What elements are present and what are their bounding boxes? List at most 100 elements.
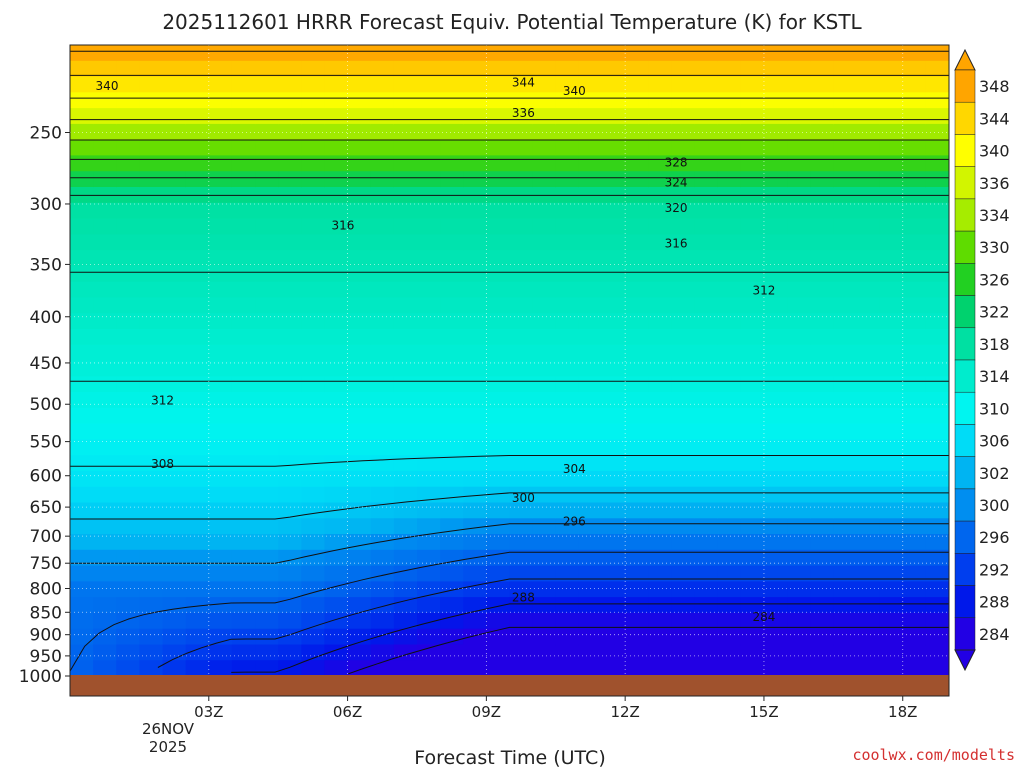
field-cell xyxy=(162,581,187,598)
field-cell xyxy=(578,455,603,472)
field-cell xyxy=(417,376,441,393)
field-cell xyxy=(116,202,140,220)
field-cell xyxy=(162,549,187,567)
field-cell xyxy=(185,60,210,78)
field-cell xyxy=(93,392,117,409)
field-cell xyxy=(810,108,834,125)
field-cell xyxy=(671,597,696,614)
field-cell xyxy=(763,502,788,519)
field-cell xyxy=(324,92,349,109)
field-cell xyxy=(440,329,464,346)
field-cell xyxy=(162,218,187,235)
field-cell xyxy=(787,92,811,109)
field-cell xyxy=(208,218,233,235)
field-cell xyxy=(347,108,372,125)
field-cell xyxy=(185,628,210,646)
field-cell xyxy=(740,123,765,141)
field-cell xyxy=(694,155,719,172)
field-cell xyxy=(324,108,349,125)
field-cell xyxy=(902,660,927,677)
y-tick-label: 600 xyxy=(30,467,62,487)
field-cell xyxy=(116,171,140,188)
field-cell xyxy=(671,123,696,141)
field-cell xyxy=(324,60,349,78)
field-cell xyxy=(278,265,302,283)
field-cell xyxy=(162,281,187,298)
field-cell xyxy=(810,281,834,298)
field-cell xyxy=(625,360,649,377)
field-cell xyxy=(463,628,487,646)
field-cell xyxy=(740,392,765,409)
field-cell xyxy=(370,581,395,598)
field-cell xyxy=(578,360,603,377)
field-cell xyxy=(925,376,949,393)
field-cell xyxy=(139,502,164,519)
field-cell xyxy=(602,612,626,630)
field-cell xyxy=(139,565,164,582)
field-cell xyxy=(879,76,904,93)
field-cell xyxy=(255,108,279,125)
field-cell xyxy=(879,660,904,677)
field-cell xyxy=(879,581,904,598)
field-cell xyxy=(93,565,117,582)
field-cell xyxy=(347,486,372,504)
field-cell xyxy=(347,392,372,409)
field-cell xyxy=(763,171,788,188)
field-cell xyxy=(509,455,534,472)
field-cell xyxy=(671,234,696,251)
field-cell xyxy=(70,139,94,157)
field-cell xyxy=(116,218,140,235)
field-cell xyxy=(833,218,857,235)
field-cell xyxy=(879,92,904,109)
field-cell xyxy=(879,218,904,235)
field-cell xyxy=(787,265,811,283)
field-cell xyxy=(139,407,164,425)
field-cell xyxy=(763,155,788,172)
field-cell xyxy=(301,202,325,220)
field-cell xyxy=(185,660,210,677)
field-cell xyxy=(393,376,418,393)
field-cell xyxy=(671,344,696,362)
field-cell xyxy=(810,92,834,109)
field-cell xyxy=(70,565,94,582)
field-cell xyxy=(93,281,117,298)
field-cell xyxy=(370,423,395,440)
field-cell xyxy=(93,139,117,157)
field-cell xyxy=(93,470,117,488)
field-cell xyxy=(763,407,788,425)
contour-label: 288 xyxy=(512,591,535,605)
field-cell xyxy=(602,108,626,125)
field-cell xyxy=(162,470,187,488)
field-cell xyxy=(555,423,580,440)
field-cell xyxy=(532,360,557,377)
field-cell xyxy=(648,376,672,393)
field-cell xyxy=(255,518,279,535)
field-cell xyxy=(648,281,672,298)
field-cell xyxy=(301,329,325,346)
field-cell xyxy=(925,297,949,314)
field-cell xyxy=(370,612,395,630)
colorbar-label: 322 xyxy=(979,303,1010,322)
field-cell xyxy=(509,155,534,172)
field-cell xyxy=(740,439,765,456)
field-cell xyxy=(509,76,534,93)
field-cell xyxy=(93,407,117,425)
contour-line xyxy=(70,523,949,564)
field-cell xyxy=(486,376,511,393)
field-cell xyxy=(763,470,788,488)
field-cell xyxy=(787,360,811,377)
field-cell xyxy=(763,423,788,440)
field-cell xyxy=(301,123,325,141)
field-cell xyxy=(324,265,349,283)
field-cell xyxy=(486,139,511,157)
colorbar-label: 288 xyxy=(979,593,1010,612)
colorbar-label: 296 xyxy=(979,528,1010,547)
field-cell xyxy=(393,108,418,125)
field-cell xyxy=(370,660,395,677)
y-tick-label: 250 xyxy=(30,123,62,143)
field-cell xyxy=(763,234,788,251)
field-cell xyxy=(208,597,233,614)
field-cell xyxy=(625,565,649,582)
field-cell xyxy=(70,439,94,456)
field-cell xyxy=(833,171,857,188)
